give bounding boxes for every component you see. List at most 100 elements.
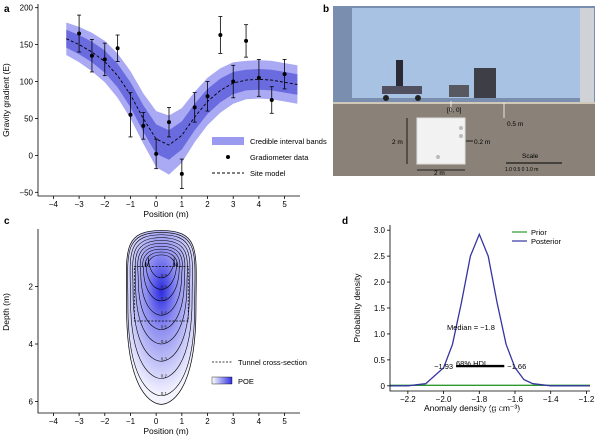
y-tick-label: −50 — [19, 188, 33, 197]
x-tick-label: 5 — [282, 417, 287, 426]
x-tick-label: −1.8 — [471, 395, 487, 404]
x-axis-label-a: Position (m) — [143, 209, 189, 219]
y-tick-label: 6 — [29, 398, 34, 407]
contour-line — [132, 237, 191, 362]
x-tick-label: −1.2 — [579, 395, 595, 404]
gradiometer-point — [77, 31, 82, 36]
legend-poe-swatch — [211, 376, 233, 385]
axes-a — [37, 4, 300, 197]
panel-label-c: c — [4, 216, 10, 227]
gradiometer-point — [179, 171, 184, 176]
gradiometer-point — [256, 75, 261, 80]
axes-c — [37, 229, 300, 414]
contour-label: 0.7 — [161, 296, 168, 301]
contour-line — [127, 232, 196, 397]
panel-label-d: d — [342, 216, 348, 227]
y-tick-label: 100 — [20, 78, 34, 87]
legend-poe-label: POE — [238, 377, 254, 386]
x-tick-label: 2 — [205, 200, 210, 209]
posterior-line — [390, 232, 590, 387]
gradiometer-point — [141, 123, 146, 128]
gradiometer-point — [128, 112, 133, 117]
scale-ticks: 1.0 0.5 0 1.0 m — [505, 167, 538, 173]
contour-label: 0.4 — [161, 339, 168, 344]
contour-line — [139, 245, 183, 316]
y-tick-label: 1.0 — [374, 330, 386, 339]
contour-label: 0.5 — [161, 325, 168, 330]
y-tick-label: 3.0 — [374, 226, 386, 235]
legend-d: Prior Posterior — [512, 228, 562, 246]
gradiometer-point — [218, 33, 223, 38]
legend-data-marker — [226, 155, 230, 159]
x-tick-label: 4 — [257, 417, 262, 426]
contour-label: 0.8 — [161, 284, 168, 289]
trolley-wheel — [415, 95, 421, 101]
hdi-low-label: −1.93 — [434, 362, 453, 371]
legend-prior-label: Prior — [531, 228, 547, 237]
contour-label: 0.9 — [161, 273, 168, 278]
gradiometer-point — [205, 94, 210, 99]
x-tick-label: −3 — [75, 417, 85, 426]
x-tick-label: −1.6 — [507, 395, 523, 404]
tunnel-pipe — [436, 155, 440, 159]
contour-line — [134, 240, 188, 345]
contour-line — [137, 243, 186, 330]
electronics-rack — [474, 68, 496, 98]
trolley — [382, 86, 422, 94]
y-tick-label: 0 — [29, 151, 34, 160]
legend-c: Tunnel cross-section POE — [211, 358, 307, 386]
offset-label: 0.2 m — [474, 139, 490, 146]
y-tick-label: 2.0 — [374, 278, 386, 287]
depth-contour-chart: 0.1 0.2 0.3 0.4 0.5 0.6 0.7 0.8 0.9 −4 −3 −2 −1 0 1 2 3… — [1, 229, 307, 436]
x-tick-label: 5 — [282, 200, 287, 209]
gradiometer-device — [396, 60, 403, 90]
site-photo: [0, 0] 0.5 m 2 m 2 m 0.2 m Scale 1.0 0.5… — [333, 6, 595, 177]
outer-credible-band — [66, 22, 298, 175]
y-axis-label-a: Gravity gradient (E) — [1, 63, 11, 137]
legend-a: Credible interval bands Gradiometer data… — [212, 137, 327, 178]
x-tick-label: 1 — [180, 200, 185, 209]
contour-line — [129, 234, 193, 379]
x-tick-label: 0 — [154, 417, 159, 426]
gradiometer-point — [115, 46, 120, 51]
x-tick-label: 1 — [180, 417, 185, 426]
x-tick-label: −2.0 — [436, 395, 452, 404]
width-label: 2 m — [434, 170, 445, 177]
panel-label-b: b — [323, 4, 329, 15]
contour-line — [144, 251, 178, 290]
gradiometer-point — [231, 79, 236, 84]
x-tick-label: −2.2 — [400, 395, 416, 404]
gradiometer-point — [192, 105, 197, 110]
y-tick-label: 150 — [20, 41, 34, 50]
x-tick-label: 3 — [231, 417, 236, 426]
y-axis-label-d: Probability density — [352, 273, 362, 343]
legend-data-label: Gradiometer data — [250, 153, 309, 162]
depth-label: 0.5 m — [507, 121, 523, 128]
x-tick-label: −4 — [49, 417, 59, 426]
y-tick-label: 4 — [29, 340, 34, 349]
contour-label: 0.1 — [161, 391, 168, 396]
hdi-high-label: −1.66 — [507, 362, 526, 371]
y-tick-label: 1.5 — [374, 304, 386, 313]
tunnel-pipe — [459, 134, 463, 138]
contour-label: 0.6 — [161, 310, 168, 315]
equipment-box — [449, 85, 469, 97]
y-tick-label: 0 — [381, 382, 386, 391]
contour-line — [147, 254, 176, 279]
gravity-gradient-chart: −4 −3 −2 −1 0 1 2 3 4 5 −50 0 50 100 150 200 Gravity gr… — [1, 4, 327, 219]
axes-d — [389, 225, 590, 392]
legend-tunnel-label: Tunnel cross-section — [238, 358, 307, 367]
inner-credible-band — [66, 29, 298, 160]
x-tick-label: −1.4 — [543, 395, 559, 404]
gradiometer-point — [244, 38, 249, 43]
tunnel-outline — [133, 266, 189, 322]
x-tick-label: −1 — [126, 417, 136, 426]
x-tick-label: −2 — [100, 417, 110, 426]
x-tick-label: 0 — [154, 200, 159, 209]
y-tick-label: 0.5 — [374, 356, 386, 365]
x-tick-label: −4 — [49, 200, 59, 209]
x-tick-label: 4 — [257, 200, 262, 209]
panel-label-a: a — [4, 4, 10, 15]
contour-line — [142, 248, 181, 302]
